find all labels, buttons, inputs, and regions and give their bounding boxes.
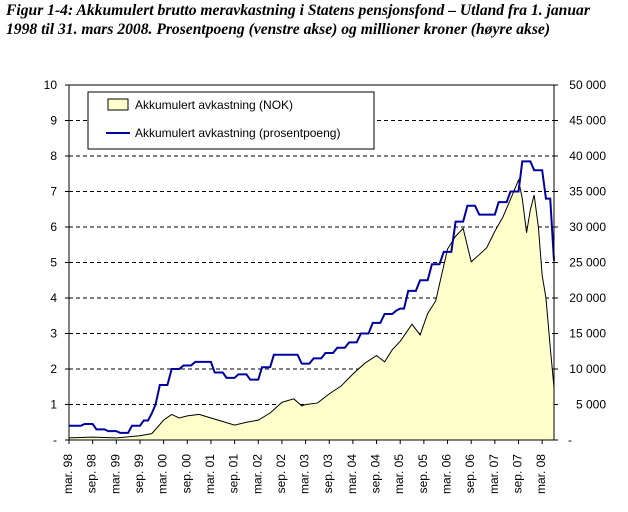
left-axis-tick-label: 1 [50, 398, 57, 412]
legend-box [87, 91, 375, 150]
right-axis-tick-label: 15 000 [569, 327, 606, 341]
nok-area-fill [69, 180, 554, 440]
percentage-line-series [69, 160, 555, 434]
left-axis-tick-label: 4 [50, 291, 57, 305]
x-axis-tick-label: mar. 02 [250, 454, 264, 494]
x-axis-tick-label: sep. 02 [274, 454, 288, 494]
left-axis-tick-label: 2 [50, 362, 57, 376]
right-axis-tick-label: 20 000 [569, 291, 606, 305]
axes: - 1 2 3 4 5 6 7 8 9 10 - 5 000 10 000 15 000 20 000 25 0… [44, 78, 607, 494]
right-axis-tick-label: 35 000 [569, 185, 606, 199]
right-axis-tick-label: 10 000 [569, 362, 606, 376]
x-axis-tick-label: sep. 03 [321, 454, 335, 494]
left-axis-tick-label: 8 [50, 149, 57, 163]
left-axis-tick-label: 5 [50, 256, 57, 270]
left-axis-tick-label: 3 [50, 327, 57, 341]
x-axis-tick-label: sep. 00 [179, 454, 193, 494]
x-axis-tick-label: sep. 99 [132, 454, 146, 494]
legend: Akkumulert avkastning (NOK) Akkumulert av… [87, 91, 375, 150]
x-axis-tick-label: mar. 00 [156, 454, 170, 494]
x-axis-tick-label: sep. 98 [85, 454, 99, 494]
left-axis-tick-label: 7 [50, 185, 57, 199]
x-axis-tick-label: sep. 06 [463, 454, 477, 494]
nok-area-outline [68, 178, 555, 439]
x-axis-tick-label: mar. 03 [298, 454, 312, 494]
left-axis-tick-label: 6 [50, 220, 57, 234]
x-axis-tick-label: sep. 04 [369, 454, 383, 494]
right-axis-tick-label: 25 000 [569, 256, 606, 270]
right-axis-tick-label: 5 000 [576, 398, 606, 412]
right-axis-tick-label: - [568, 433, 572, 447]
right-axis-tick-label: 40 000 [569, 149, 606, 163]
right-axis-tick-label: 45 000 [569, 114, 606, 128]
x-axis-tick-label: mar. 04 [345, 454, 359, 494]
x-axis-tick-label: mar. 07 [487, 454, 501, 494]
x-axis-tick-label: sep. 05 [416, 454, 430, 494]
left-axis-tick-label: 9 [50, 114, 57, 128]
right-axis-tick-label: 30 000 [569, 220, 606, 234]
x-axis-tick-label: sep. 07 [511, 454, 525, 494]
nok-area-series [68, 178, 555, 440]
x-axis-tick-label: mar. 98 [61, 454, 75, 494]
legend-label-percentage: Akkumulert avkastning (prosentpoeng) [135, 126, 340, 140]
left-axis-tick-label: - [53, 433, 57, 447]
legend-label-nok: Akkumulert avkastning (NOK) [135, 98, 293, 112]
left-axis-tick-label: 10 [44, 78, 58, 92]
x-axis-tick-label: mar. 99 [108, 454, 122, 494]
x-axis-tick-label: mar. 06 [440, 454, 454, 494]
x-axis-tick-label: mar. 01 [203, 454, 217, 494]
legend-swatch-nok [107, 98, 129, 111]
right-axis-tick-label: 50 000 [569, 78, 606, 92]
x-axis-tick-label: mar. 08 [534, 454, 548, 494]
chart-title: Figur 1-4: Akkumulert brutto meravkastni… [6, 2, 590, 38]
x-axis-tick-label: mar. 05 [392, 454, 406, 494]
percentage-line [69, 160, 555, 434]
x-axis-tick-label: sep. 01 [227, 454, 241, 494]
